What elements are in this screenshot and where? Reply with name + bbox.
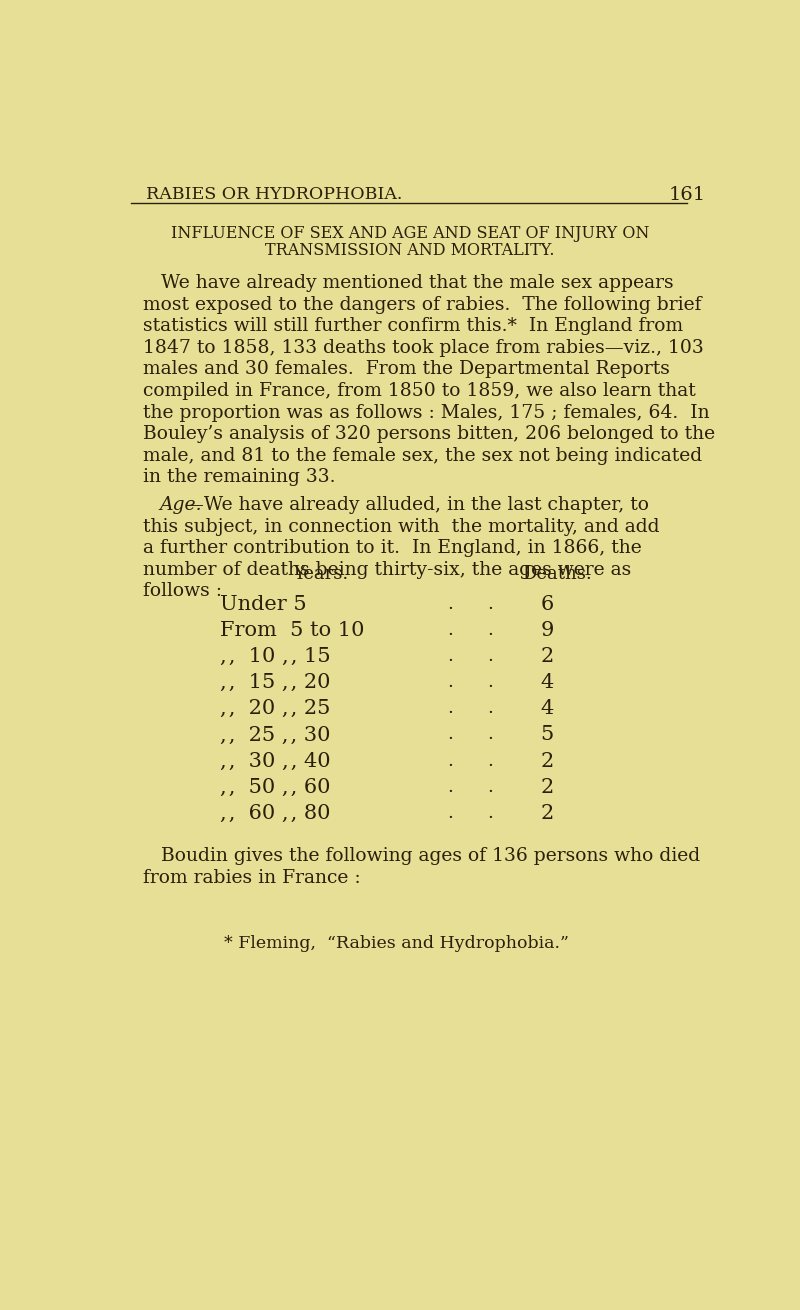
Text: from rabies in France :: from rabies in France : [142, 869, 360, 887]
Text: INFLUENCE OF SEX AND AGE AND SEAT OF INJURY ON: INFLUENCE OF SEX AND AGE AND SEAT OF INJ… [171, 225, 649, 242]
Text: Age.: Age. [160, 496, 202, 514]
Text: a further contribution to it.  In England, in 1866, the: a further contribution to it. In England… [142, 540, 642, 557]
Text: TRANSMISSION AND MORTALITY.: TRANSMISSION AND MORTALITY. [266, 242, 554, 259]
Text: males and 30 females.  From the Departmental Reports: males and 30 females. From the Departmen… [142, 360, 670, 379]
Text: .: . [487, 647, 494, 665]
Text: Bouley’s analysis of 320 persons bitten, 206 belonged to the: Bouley’s analysis of 320 persons bitten,… [142, 426, 714, 443]
Text: We have already mentioned that the male sex appears: We have already mentioned that the male … [142, 274, 674, 292]
Text: .: . [447, 804, 453, 821]
Text: statistics will still further confirm this.*  In England from: statistics will still further confirm th… [142, 317, 682, 335]
Text: .: . [487, 700, 494, 718]
Text: 5: 5 [540, 726, 554, 744]
Text: 2: 2 [540, 752, 554, 770]
Text: .: . [447, 621, 453, 639]
Text: 2: 2 [540, 778, 554, 796]
Text: , ,  30 , , 40: , , 30 , , 40 [220, 752, 330, 770]
Text: .: . [487, 726, 494, 744]
Text: .: . [447, 595, 453, 613]
Text: .: . [487, 673, 494, 692]
Text: .: . [447, 778, 453, 795]
Text: the proportion was as follows : Males, 175 ; females, 64.  In: the proportion was as follows : Males, 1… [142, 403, 710, 422]
Text: , ,  25 , , 30: , , 25 , , 30 [220, 726, 330, 744]
Text: in the remaining 33.: in the remaining 33. [142, 468, 335, 486]
Text: .: . [487, 778, 494, 795]
Text: .: . [447, 752, 453, 770]
Text: number of deaths being thirty-six, the ages were as: number of deaths being thirty-six, the a… [142, 561, 631, 579]
Text: Boudin gives the following ages of 136 persons who died: Boudin gives the following ages of 136 p… [142, 848, 700, 865]
Text: .: . [447, 726, 453, 744]
Text: , ,  60 , , 80: , , 60 , , 80 [220, 804, 330, 823]
Text: , ,  20 , , 25: , , 20 , , 25 [220, 700, 330, 718]
Text: 4: 4 [540, 700, 554, 718]
Text: male, and 81 to the female sex, the sex not being indicated: male, and 81 to the female sex, the sex … [142, 447, 702, 465]
Text: follows :: follows : [142, 582, 222, 600]
Text: Deaths.: Deaths. [522, 566, 592, 583]
Text: 2: 2 [540, 647, 554, 665]
Text: RABIES OR HYDROPHOBIA.: RABIES OR HYDROPHOBIA. [146, 186, 403, 203]
Text: —We have already alluded, in the last chapter, to: —We have already alluded, in the last ch… [186, 496, 650, 514]
Text: 6: 6 [540, 595, 554, 613]
Text: , ,  10 , , 15: , , 10 , , 15 [220, 647, 330, 665]
Text: most exposed to the dangers of rabies.  The following brief: most exposed to the dangers of rabies. T… [142, 296, 701, 314]
Text: 161: 161 [669, 186, 706, 204]
Text: .: . [487, 621, 494, 639]
Text: * Fleming,  “Rabies and Hydrophobia.”: * Fleming, “Rabies and Hydrophobia.” [224, 935, 569, 952]
Text: 2: 2 [540, 804, 554, 823]
Text: .: . [447, 700, 453, 718]
Text: .: . [487, 752, 494, 770]
Text: compiled in France, from 1850 to 1859, we also learn that: compiled in France, from 1850 to 1859, w… [142, 383, 695, 400]
Text: this subject, in connection with  the mortality, and add: this subject, in connection with the mor… [142, 517, 659, 536]
Text: , ,  15 , , 20: , , 15 , , 20 [220, 673, 330, 692]
Text: .: . [447, 673, 453, 692]
Text: .: . [487, 595, 494, 613]
Text: , ,  50 , , 60: , , 50 , , 60 [220, 778, 330, 796]
Text: .: . [447, 647, 453, 665]
Text: 4: 4 [540, 673, 554, 692]
Text: Under 5: Under 5 [220, 595, 306, 613]
Text: Years.: Years. [294, 566, 349, 583]
Text: 9: 9 [540, 621, 554, 639]
Text: From  5 to 10: From 5 to 10 [220, 621, 365, 639]
Text: .: . [487, 804, 494, 821]
Text: 1847 to 1858, 133 deaths took place from rabies—viz., 103: 1847 to 1858, 133 deaths took place from… [142, 339, 703, 356]
